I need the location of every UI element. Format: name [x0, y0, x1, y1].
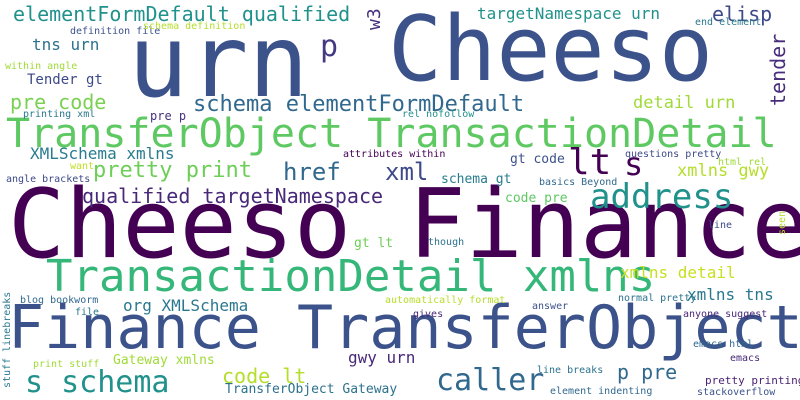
word-cloud-word: gwy urn: [348, 348, 416, 367]
word-cloud-word: blog bookworm: [20, 295, 99, 306]
word-cloud-word: automatically format: [385, 295, 506, 306]
word-cloud-word: stuff linebreaks: [2, 291, 13, 388]
word-cloud-word: gt lt: [354, 236, 394, 251]
word-cloud-word: Gateway xmlns: [113, 353, 215, 368]
word-cloud-word: tender: [766, 33, 790, 106]
word-cloud-word: stackoverflow: [697, 387, 776, 398]
word-cloud-word: Tender gt: [27, 72, 103, 88]
word-cloud-word: emacs: [730, 353, 761, 364]
word-cloud-word: within angle: [5, 61, 78, 72]
word-cloud-word: Cheeso: [388, 0, 714, 102]
word-cloud-word: address: [590, 177, 734, 217]
word-cloud-word: attributes within: [343, 149, 446, 160]
word-cloud-word: code lt: [222, 364, 307, 388]
word-cloud-word: p pre: [617, 360, 678, 384]
word-cloud-word: xml: [385, 158, 429, 186]
word-cloud-word: w3 org: [364, 0, 385, 30]
word-cloud-word: XMLSchema xmlns: [30, 144, 175, 163]
word-cloud-word: detail urn: [633, 93, 736, 113]
word-cloud-word: s: [624, 145, 644, 183]
word-cloud-word: though: [428, 237, 465, 248]
word-cloud-word: Cheeso Finance: [8, 170, 800, 280]
word-cloud-word: seen: [777, 210, 788, 235]
word-cloud-word: element indenting: [550, 386, 653, 397]
word-cloud-word: want: [70, 161, 95, 172]
word-cloud-word: pre p: [150, 109, 187, 123]
word-cloud-word: file: [75, 307, 100, 318]
word-cloud-word: Finance TransferObject: [8, 293, 800, 363]
word-cloud-word: p: [320, 29, 339, 64]
word-cloud-word: href: [283, 158, 341, 186]
word-cloud-word: TransactionDetail xmlns: [46, 251, 656, 302]
word-cloud-word: elementFormDefault qualified: [13, 2, 351, 26]
word-cloud-word: xmlns detail: [620, 263, 736, 282]
word-cloud-word: gt code: [510, 152, 565, 167]
word-cloud-word: caller: [436, 363, 545, 398]
word-cloud-word: pretty print: [93, 158, 252, 183]
word-cloud-word: angle brackets: [6, 174, 91, 185]
word-cloud-word: definition file: [70, 26, 161, 37]
word-cloud-word: normal pretty: [618, 293, 697, 304]
word-cloud-word: line breaks: [537, 365, 604, 376]
word-cloud-word: basics Beyond: [539, 177, 618, 188]
word-cloud-word: xmlns tns: [687, 285, 774, 304]
word-cloud-word: TransferObject Gateway: [225, 382, 398, 397]
word-cloud-word: tns urn: [32, 35, 100, 54]
word-cloud-word: end element: [695, 17, 762, 28]
word-cloud-word: printing xml: [23, 109, 96, 120]
word-cloud-word: TransferObject TransactionDetail: [6, 111, 777, 157]
word-cloud-word: gives: [413, 309, 444, 320]
word-cloud-word: urn: [128, 3, 309, 120]
word-cloud-word: schema definition: [143, 21, 246, 32]
word-cloud-word: questions pretty: [625, 149, 722, 160]
word-cloud-word: targetNamespace urn: [477, 4, 661, 23]
word-cloud-word: rel nofollow: [402, 109, 475, 120]
word-cloud-word: code pre: [505, 191, 568, 206]
word-cloud-word: answer: [532, 301, 569, 312]
word-cloud-word: anyone suggest: [683, 309, 768, 320]
word-cloud-word: elisp: [712, 2, 773, 26]
word-cloud-word: print stuff: [33, 359, 100, 370]
word-cloud-word: org XMLSchema: [123, 296, 249, 315]
word-cloud-word: qualified targetNamespace: [82, 184, 384, 208]
word-cloud-word: line: [708, 220, 733, 231]
word-cloud-word: schema gt: [441, 172, 512, 187]
word-cloud-word: html rel: [718, 157, 767, 168]
word-cloud-word: schema elementFormDefault: [193, 92, 525, 117]
word-cloud-word: s schema: [25, 365, 170, 400]
word-cloud-word: pretty printing: [705, 374, 800, 387]
word-cloud-word: emacs html: [693, 339, 754, 350]
word-cloud-word: xmlns gwy: [677, 161, 770, 181]
word-cloud-word: lt: [568, 142, 612, 183]
word-cloud-word: pre code: [10, 90, 107, 114]
